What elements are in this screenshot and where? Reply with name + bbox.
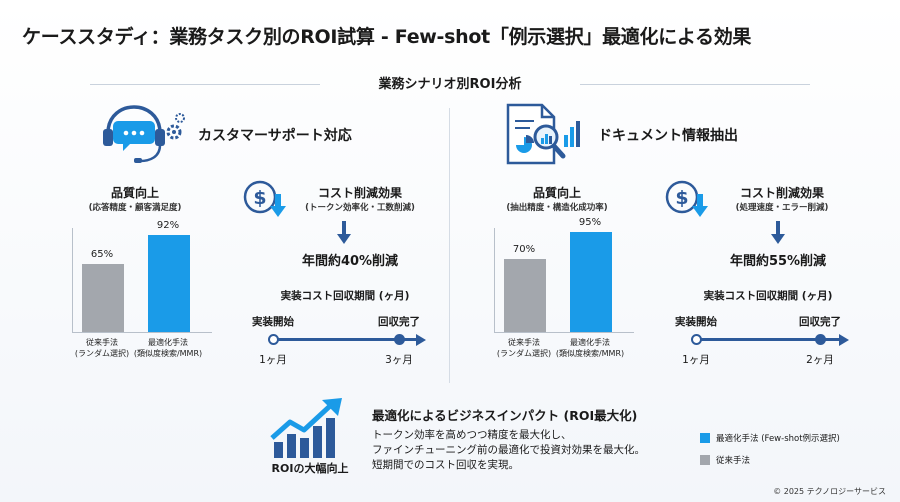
arrow-down-icon (337, 221, 351, 244)
timeline-start-label: 実装開始 (252, 316, 294, 328)
bar-value-traditional: 65% (90, 248, 114, 260)
quality-title: 品質向上 (110, 186, 159, 200)
timeline-start-label: 実装開始 (675, 316, 717, 328)
bar-traditional (82, 263, 124, 332)
timeline-end-label: 回収完了 (799, 316, 841, 328)
bar-category-traditional: 従来手法 (ランダム選択) (74, 338, 130, 358)
legend-label-optimized: 最適化手法 (Few-shot例示選択) (716, 434, 840, 444)
page-title: ケーススタディ：業務タスク別のROI試算 - Few-shot「例示選択」最適化… (22, 26, 752, 48)
quality-subtitle: (応答精度・顧客満足度) (88, 203, 182, 213)
payback-title: 実装コスト回収期間 (ヶ月) (280, 290, 410, 302)
bar-value-optimized: 95% (578, 217, 602, 229)
subtitle-rule-left (90, 84, 320, 85)
document-magnifier-chart-icon (506, 103, 580, 165)
arrow-down-icon (771, 221, 785, 244)
timeline-start-value: 1ヶ月 (682, 354, 710, 366)
bar-optimized (570, 232, 612, 332)
timeline-line (696, 338, 841, 341)
bar-category-optimized: 最適化手法 (類似度検索/MMR) (555, 338, 625, 358)
impact-body-line: 短期間でのコスト回収を実現。 (372, 459, 519, 471)
footer-copyright: © 2025 テクノロジーサービス (773, 487, 886, 496)
bar-value-optimized: 92% (156, 220, 180, 232)
section-title-document-extraction: ドキュメント情報抽出 (598, 128, 738, 144)
impact-body: トークン効率を高めつつ精度を最大化し、 ファインチューニング前の最適化で投資対効… (372, 428, 645, 473)
legend-swatch-traditional (700, 455, 710, 465)
bar-optimized (148, 235, 190, 332)
bar-category-optimized: 最適化手法 (類似度検索/MMR) (133, 338, 203, 358)
timeline-arrow-icon (839, 333, 849, 346)
legend-swatch-optimized (700, 433, 710, 443)
bar-category-traditional: 従来手法 (ランダム選択) (496, 338, 552, 358)
quality-bar-chart (494, 228, 634, 333)
legend-item-optimized: 最適化手法 (Few-shot例示選択) (700, 432, 840, 444)
impact-title: 最適化によるビジネスインパクト (ROI最大化) (372, 408, 638, 423)
timeline-start-dot (268, 334, 279, 345)
timeline-start-value: 1ヶ月 (259, 354, 287, 366)
page-subtitle: 業務シナリオ別ROI分析 (378, 77, 522, 92)
cost-title: コスト削減効果 (317, 186, 402, 200)
cost-title: コスト削減効果 (739, 186, 824, 200)
cost-subtitle: (トークン効率化・工数削減) (305, 203, 415, 213)
subtitle-rule-right (580, 84, 810, 85)
svg-text:$: $ (253, 187, 266, 209)
payback-title: 実装コスト回収期間 (ヶ月) (703, 290, 833, 302)
legend-item-traditional: 従来手法 (700, 454, 840, 466)
legend-label-traditional: 従来手法 (716, 456, 751, 466)
cost-result: 年間約55%削減 (729, 254, 827, 269)
timeline-end-value: 3ヶ月 (385, 354, 413, 366)
section-title-customer-support: カスタマーサポート対応 (198, 128, 352, 144)
impact-body-line: ファインチューニング前の最適化で投資対効果を最大化。 (372, 444, 645, 456)
timeline-end-label: 回収完了 (378, 316, 420, 328)
section-divider (449, 108, 450, 383)
impact-body-line: トークン効率を高めつつ精度を最大化し、 (372, 429, 572, 441)
svg-text:$: $ (675, 187, 688, 209)
bar-value-traditional: 70% (512, 243, 536, 255)
cost-result: 年間約40%削減 (301, 254, 399, 269)
roi-badge-label: ROIの大幅向上 (271, 462, 349, 475)
headset-chat-gear-icon (103, 105, 185, 163)
timeline-start-dot (691, 334, 702, 345)
dollar-down-icon: $ (665, 180, 708, 217)
quality-bar-chart (72, 228, 212, 333)
timeline-end-value: 2ヶ月 (806, 354, 834, 366)
timeline-line (273, 338, 418, 341)
timeline-end-dot (815, 334, 826, 345)
bar-traditional (504, 258, 546, 332)
timeline-arrow-icon (416, 333, 426, 346)
growth-chart-icon (270, 398, 342, 458)
quality-title: 品質向上 (532, 186, 581, 200)
legend: 最適化手法 (Few-shot例示選択) 従来手法 (700, 432, 840, 476)
timeline-end-dot (394, 334, 405, 345)
dollar-down-icon: $ (243, 180, 286, 217)
cost-subtitle: (処理速度・エラー削減) (735, 203, 829, 213)
quality-subtitle: (抽出精度・構造化成功率) (506, 203, 608, 213)
